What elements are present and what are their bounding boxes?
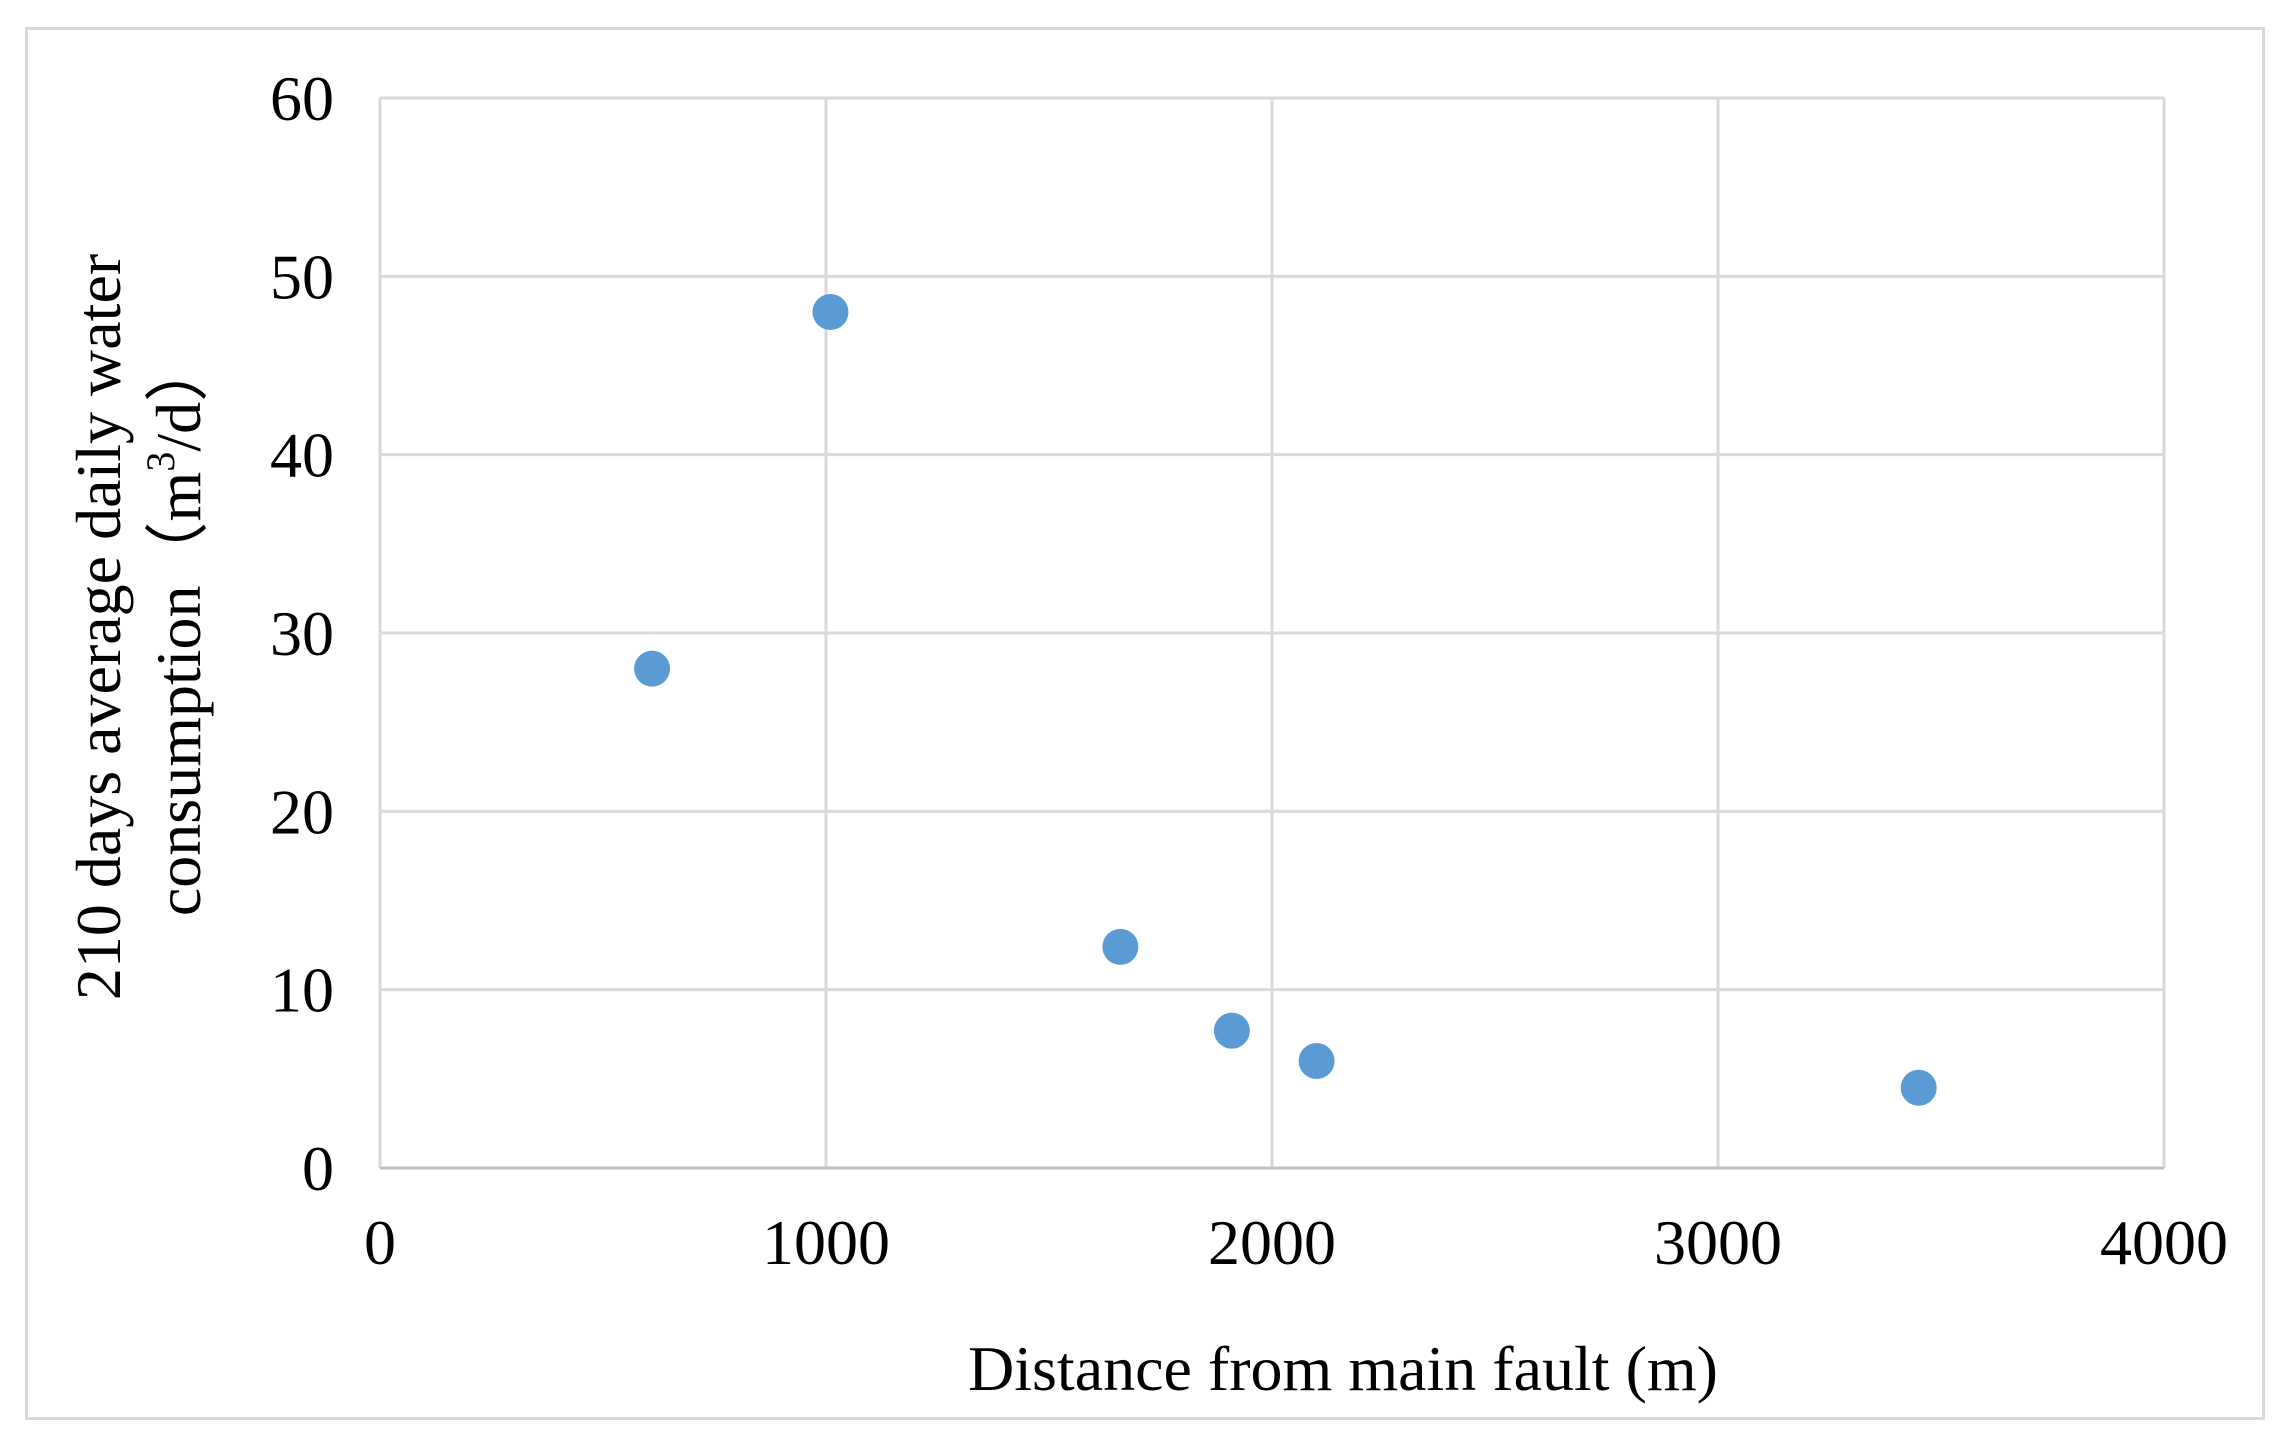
y-axis-title-group: 210 days average daily water consumption…	[63, 254, 214, 1000]
chart-frame	[25, 27, 2265, 1420]
y-axis-title-line2: consumption（m3/d）	[138, 338, 214, 916]
y-tick-label: 60	[270, 63, 334, 134]
tick-labels: 0 1000 2000 3000 4000 0 10 20 30 40 50 60	[270, 63, 2228, 1278]
y-axis-title-main: consumption（m	[143, 472, 214, 916]
data-point	[634, 650, 671, 687]
y-tick-label: 20	[270, 776, 334, 847]
y-axis-title-tail: /d）	[143, 338, 214, 452]
y-tick-label: 10	[270, 955, 334, 1026]
x-tick-label: 4000	[2100, 1207, 2228, 1278]
y-tick-label: 50	[270, 241, 334, 312]
y-axis-title-line1: 210 days average daily water	[63, 254, 134, 1000]
x-axis-title: Distance from main fault (m)	[968, 1333, 1718, 1404]
x-tick-label: 1000	[762, 1207, 890, 1278]
x-tick-label: 2000	[1208, 1207, 1336, 1278]
x-tick-label: 0	[364, 1207, 396, 1278]
y-tick-label: 40	[270, 420, 334, 491]
data-point	[1102, 928, 1139, 965]
y-tick-label: 30	[270, 598, 334, 669]
y-tick-label: 0	[302, 1133, 334, 1204]
data-point	[812, 294, 849, 330]
grid-layer	[378, 96, 2166, 1168]
data-point	[1213, 1012, 1250, 1049]
data-point	[1900, 1069, 1937, 1106]
y-axis-title-sup: 3	[138, 452, 183, 472]
data-points	[634, 294, 1937, 1106]
data-point	[1298, 1043, 1335, 1079]
x-tick-label: 3000	[1654, 1207, 1782, 1278]
